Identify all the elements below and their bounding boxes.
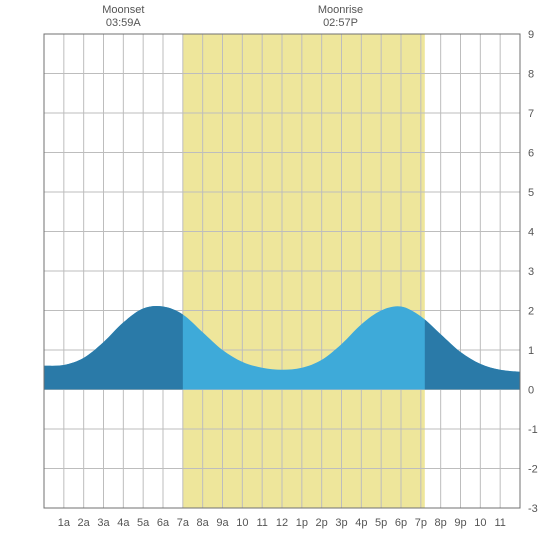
x-tick-label: 9p (454, 517, 466, 529)
x-tick-label: 9a (216, 517, 229, 529)
y-tick-label: 6 (528, 148, 534, 160)
x-tick-label: 8p (435, 517, 447, 529)
x-tick-label: 6a (157, 517, 170, 529)
x-tick-label: 5p (375, 517, 387, 529)
y-tick-label: -1 (528, 424, 538, 436)
y-tick-label: 2 (528, 306, 534, 318)
chart-svg: -3-2-101234567891a2a3a4a5a6a7a8a9a101112… (0, 0, 550, 550)
y-tick-label: 7 (528, 108, 534, 120)
x-tick-label: 11 (494, 517, 505, 529)
y-tick-label: 4 (528, 227, 534, 239)
x-tick-label: 11 (256, 517, 267, 529)
x-tick-label: 10 (474, 517, 486, 529)
x-tick-label: 5a (137, 517, 150, 529)
x-tick-label: 10 (236, 517, 248, 529)
x-tick-label: 12 (276, 517, 288, 529)
moonrise-label: Moonrise 02:57P (318, 4, 363, 30)
y-tick-label: 9 (528, 29, 534, 41)
moonset-time: 03:59A (102, 17, 144, 30)
y-tick-label: 5 (528, 187, 534, 199)
x-tick-label: 1a (58, 517, 71, 529)
x-tick-label: 3p (335, 517, 347, 529)
y-tick-label: -2 (528, 464, 538, 476)
x-tick-label: 8a (197, 517, 210, 529)
x-tick-label: 2p (316, 517, 328, 529)
moonset-label: Moonset 03:59A (102, 4, 144, 30)
x-tick-label: 6p (395, 517, 407, 529)
moonrise-time: 02:57P (318, 17, 363, 30)
x-tick-label: 3a (97, 517, 110, 529)
x-tick-label: 4a (117, 517, 130, 529)
x-tick-label: 1p (296, 517, 308, 529)
y-tick-label: 8 (528, 69, 534, 81)
y-tick-label: -3 (528, 503, 538, 515)
y-tick-label: 1 (528, 345, 534, 357)
moonset-title: Moonset (102, 4, 144, 17)
x-tick-label: 2a (78, 517, 91, 529)
y-tick-label: 0 (528, 385, 534, 397)
x-tick-label: 7a (177, 517, 190, 529)
tide-chart: Moonset 03:59A Moonrise 02:57P -3-2-1012… (0, 0, 550, 550)
y-tick-label: 3 (528, 266, 534, 278)
x-tick-label: 7p (415, 517, 427, 529)
x-tick-label: 4p (355, 517, 367, 529)
moonrise-title: Moonrise (318, 4, 363, 17)
